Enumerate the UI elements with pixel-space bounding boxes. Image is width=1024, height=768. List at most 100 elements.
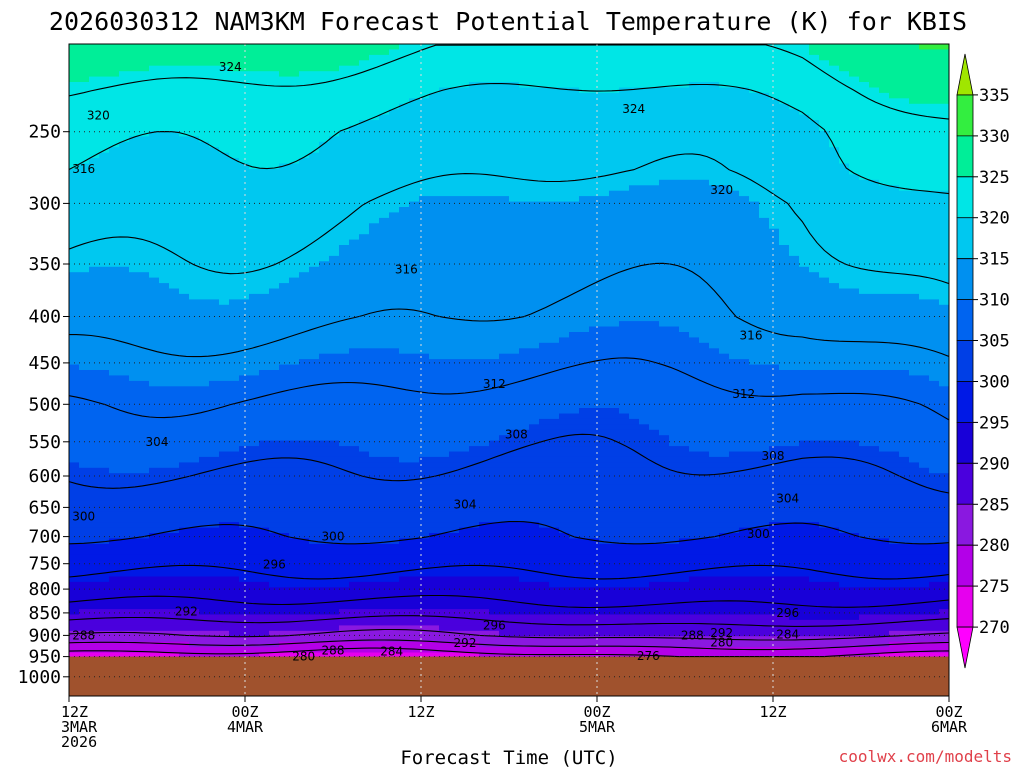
field-cell <box>459 500 470 507</box>
field-cell <box>269 217 280 224</box>
field-cell <box>469 179 480 186</box>
field-cell <box>419 549 430 556</box>
field-cell <box>189 538 200 545</box>
field-cell <box>329 467 340 474</box>
field-cell <box>279 576 290 583</box>
field-cell <box>249 435 260 442</box>
field-cell <box>149 603 160 610</box>
field-cell <box>149 299 160 306</box>
field-cell <box>139 245 150 251</box>
field-cell <box>279 277 290 284</box>
field-cell <box>129 245 140 251</box>
field-cell <box>309 190 320 197</box>
field-cell <box>349 467 360 474</box>
field-cell <box>309 495 320 501</box>
field-cell <box>169 304 180 311</box>
field-cell <box>249 299 260 306</box>
field-cell <box>229 576 240 583</box>
field-cell <box>199 217 210 224</box>
field-cell <box>199 408 210 414</box>
field-cell <box>479 234 490 241</box>
field-cell <box>359 310 370 317</box>
field-cell <box>329 71 340 78</box>
field-cell <box>319 370 330 376</box>
field-cell <box>219 456 230 463</box>
field-cell <box>89 136 100 143</box>
field-cell <box>289 54 300 61</box>
field-cell <box>399 359 410 366</box>
field-cell <box>179 315 190 322</box>
field-cell <box>409 158 420 165</box>
field-cell <box>129 495 140 501</box>
field-cell <box>369 495 380 501</box>
field-cell <box>289 217 300 224</box>
field-cell <box>479 228 490 235</box>
field-cell <box>369 598 380 605</box>
field-cell <box>199 500 210 507</box>
field-cell <box>379 630 390 637</box>
field-cell <box>209 451 220 458</box>
field-cell <box>169 92 180 99</box>
field-cell <box>239 250 250 257</box>
field-cell <box>139 619 150 626</box>
field-cell <box>209 310 220 317</box>
field-cell <box>239 554 250 561</box>
field-cell <box>459 250 470 257</box>
field-cell <box>469 293 480 300</box>
field-cell <box>109 277 120 284</box>
field-cell <box>429 429 440 436</box>
field-cell <box>409 511 420 518</box>
field-cell <box>239 533 250 539</box>
field-cell <box>129 435 140 442</box>
field-cell <box>389 332 400 338</box>
field-cell <box>359 326 370 333</box>
field-cell <box>99 255 110 262</box>
field-cell <box>309 359 320 366</box>
field-cell <box>389 375 400 382</box>
field-cell <box>189 636 200 643</box>
field-cell <box>249 489 260 496</box>
field-cell <box>119 293 130 300</box>
field-cell <box>419 228 430 235</box>
field-cell <box>389 158 400 165</box>
field-cell <box>89 250 100 257</box>
field-cell <box>179 299 190 306</box>
field-cell <box>99 169 110 175</box>
field-cell <box>159 598 170 605</box>
field-cell <box>209 543 220 550</box>
field-cell <box>369 98 380 105</box>
field-cell <box>199 234 210 241</box>
field-cell <box>339 321 350 328</box>
field-cell <box>69 250 80 257</box>
field-cell <box>129 533 140 539</box>
field-cell <box>109 647 120 654</box>
field-cell <box>409 391 420 398</box>
field-cell <box>199 163 210 170</box>
field-cell <box>439 630 450 637</box>
field-cell <box>349 500 360 507</box>
field-cell <box>109 217 120 224</box>
field-cell <box>279 500 290 507</box>
field-cell <box>349 364 360 371</box>
field-cell <box>149 190 160 197</box>
field-cell <box>289 348 300 355</box>
field-cell <box>329 44 340 50</box>
field-cell <box>399 576 410 583</box>
field-cell <box>169 315 180 322</box>
field-cell <box>169 625 180 632</box>
field-cell <box>439 71 450 78</box>
field-cell <box>449 190 460 197</box>
field-cell <box>289 304 300 311</box>
field-cell <box>289 614 300 621</box>
field-cell <box>219 250 230 257</box>
field-cell <box>159 451 170 458</box>
field-cell <box>89 266 100 273</box>
field-cell <box>249 304 260 311</box>
field-cell <box>429 495 440 501</box>
field-cell <box>359 565 370 572</box>
field-cell <box>409 408 420 414</box>
field-cell <box>329 462 340 469</box>
field-cell <box>239 288 250 295</box>
field-cell <box>439 456 450 463</box>
field-cell <box>299 435 310 442</box>
